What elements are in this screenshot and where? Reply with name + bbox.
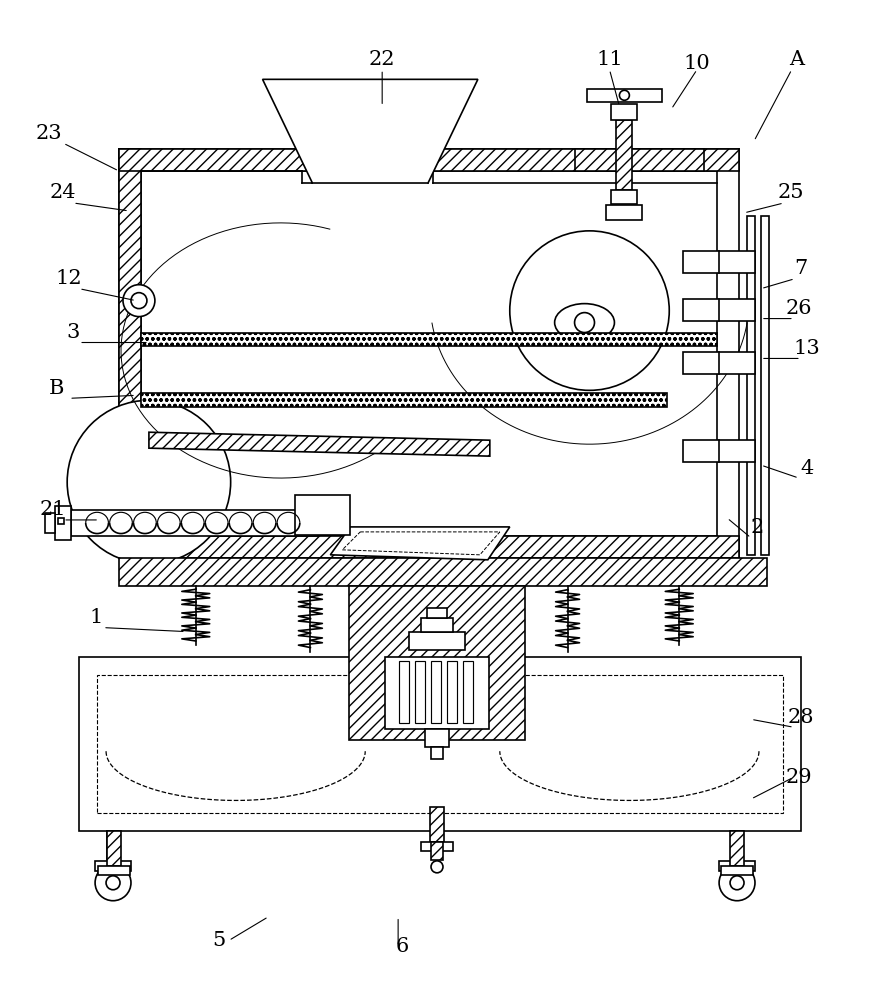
- Bar: [80, 657, 801, 831]
- Bar: [683, 440, 755, 462]
- Ellipse shape: [555, 304, 614, 342]
- Bar: [430, 807, 444, 842]
- Circle shape: [431, 861, 443, 873]
- Bar: [399, 661, 409, 723]
- Bar: [683, 299, 755, 321]
- Text: 25: 25: [778, 183, 804, 202]
- Text: 29: 29: [786, 768, 812, 787]
- Text: 4: 4: [801, 459, 814, 478]
- Polygon shape: [330, 527, 510, 560]
- Bar: [141, 393, 667, 407]
- Bar: [683, 352, 755, 374]
- Bar: [107, 831, 121, 866]
- Text: 6: 6: [396, 937, 409, 956]
- Circle shape: [719, 865, 755, 901]
- Circle shape: [95, 865, 131, 901]
- Bar: [71, 510, 318, 536]
- Circle shape: [131, 293, 147, 309]
- Circle shape: [67, 400, 231, 564]
- Text: 10: 10: [683, 54, 711, 73]
- Text: B: B: [49, 379, 64, 398]
- Text: 22: 22: [369, 50, 395, 69]
- Circle shape: [510, 231, 669, 390]
- Bar: [431, 661, 441, 723]
- Bar: [612, 104, 637, 120]
- Bar: [431, 747, 443, 759]
- Polygon shape: [149, 432, 489, 456]
- Text: 2: 2: [751, 518, 764, 537]
- Bar: [350, 586, 524, 740]
- Bar: [586, 89, 662, 102]
- Text: 1: 1: [89, 608, 103, 627]
- Circle shape: [106, 876, 120, 890]
- Bar: [616, 120, 633, 190]
- Bar: [415, 661, 425, 723]
- Bar: [431, 842, 443, 860]
- Text: 12: 12: [56, 269, 82, 288]
- Bar: [97, 675, 783, 813]
- Bar: [747, 216, 755, 555]
- Bar: [447, 661, 457, 723]
- Bar: [731, 831, 743, 861]
- Bar: [295, 495, 350, 535]
- Text: 26: 26: [786, 299, 812, 318]
- Bar: [107, 831, 119, 861]
- Text: A: A: [789, 50, 804, 69]
- Bar: [761, 216, 769, 555]
- Circle shape: [574, 313, 594, 333]
- Bar: [385, 657, 489, 729]
- Text: 11: 11: [596, 50, 623, 69]
- Text: 5: 5: [212, 931, 225, 950]
- Bar: [721, 866, 753, 875]
- Circle shape: [730, 876, 744, 890]
- Bar: [427, 608, 447, 618]
- Text: 24: 24: [50, 183, 76, 202]
- Bar: [607, 205, 642, 220]
- Bar: [119, 149, 141, 558]
- Text: 23: 23: [36, 124, 63, 143]
- Polygon shape: [262, 79, 478, 183]
- Text: 13: 13: [794, 339, 820, 358]
- Bar: [141, 333, 717, 346]
- Bar: [719, 861, 755, 871]
- Bar: [59, 518, 64, 524]
- Bar: [119, 558, 767, 586]
- Circle shape: [123, 285, 155, 317]
- Text: 21: 21: [40, 500, 66, 519]
- Bar: [95, 861, 131, 871]
- Bar: [119, 149, 739, 171]
- Bar: [98, 866, 130, 875]
- Circle shape: [620, 90, 629, 100]
- Text: 7: 7: [794, 259, 808, 278]
- Bar: [612, 190, 637, 204]
- Bar: [119, 536, 739, 558]
- Bar: [425, 729, 449, 747]
- Bar: [463, 661, 473, 723]
- Bar: [421, 618, 453, 632]
- Bar: [683, 251, 755, 273]
- Bar: [730, 831, 744, 866]
- Bar: [45, 513, 55, 533]
- Text: 3: 3: [66, 323, 80, 342]
- Bar: [55, 506, 71, 540]
- Text: 28: 28: [787, 708, 814, 727]
- Bar: [421, 842, 453, 851]
- Bar: [409, 632, 465, 650]
- Bar: [574, 149, 704, 171]
